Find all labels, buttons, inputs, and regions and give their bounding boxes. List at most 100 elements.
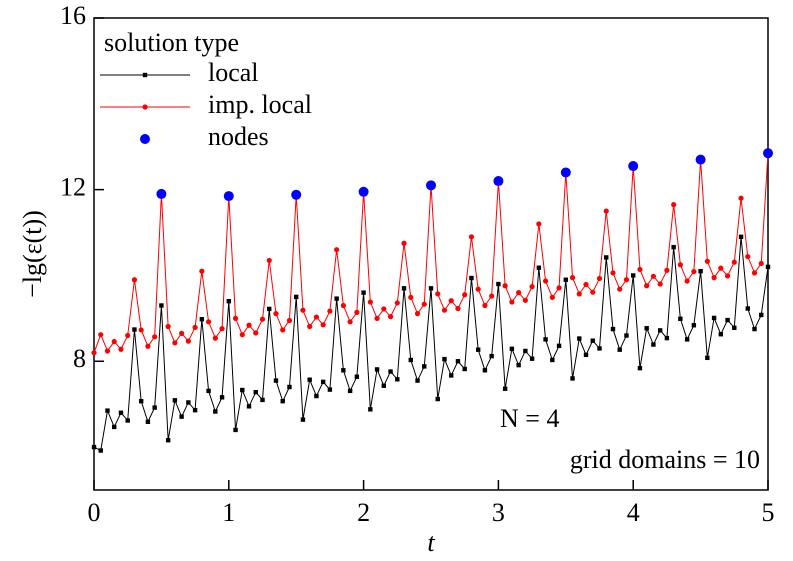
legend-title: solution type [104, 28, 239, 57]
node-point [560, 167, 571, 178]
marker [172, 340, 178, 346]
marker [651, 342, 656, 347]
marker [199, 317, 205, 322]
marker [516, 290, 522, 296]
marker [165, 323, 171, 330]
marker [152, 334, 158, 340]
marker [569, 275, 576, 281]
marker [199, 268, 205, 274]
marker [428, 286, 434, 291]
annotation: N = 4 [500, 404, 559, 433]
marker [759, 312, 764, 318]
marker [570, 376, 575, 381]
marker [596, 275, 603, 282]
marker [347, 388, 353, 394]
marker [394, 300, 400, 306]
marker [152, 405, 157, 410]
marker [267, 306, 272, 312]
marker [105, 408, 110, 413]
node-point [695, 154, 706, 165]
marker [192, 407, 198, 413]
marker [731, 259, 737, 265]
marker [765, 264, 771, 270]
marker [711, 315, 717, 321]
marker [179, 414, 184, 419]
y-tick-label: 12 [60, 173, 86, 202]
marker [631, 273, 636, 278]
marker [219, 326, 225, 332]
marker [273, 378, 279, 383]
marker [381, 383, 387, 388]
marker [704, 258, 710, 264]
marker [623, 277, 630, 283]
marker [287, 384, 292, 390]
marker [489, 293, 495, 299]
marker [550, 357, 555, 363]
marker [543, 337, 548, 342]
marker [307, 323, 313, 330]
node-point [223, 191, 234, 202]
marker [112, 424, 117, 430]
marker [98, 332, 104, 338]
marker [408, 357, 413, 363]
marker [388, 369, 393, 374]
marker [751, 270, 758, 276]
x-tick-label: 4 [627, 498, 640, 527]
marker [104, 348, 111, 354]
marker [414, 311, 421, 317]
marker [340, 302, 346, 309]
marker [259, 316, 266, 322]
node-point [358, 186, 369, 197]
legend-label: imp. local [208, 90, 312, 119]
marker [387, 314, 394, 320]
marker [556, 343, 562, 349]
marker [138, 398, 144, 404]
marker [496, 281, 501, 287]
marker [327, 387, 333, 392]
marker [205, 319, 212, 325]
marker [577, 336, 582, 341]
marker [644, 326, 649, 331]
marker [145, 343, 151, 349]
marker [455, 359, 461, 364]
marker [313, 314, 320, 320]
marker [286, 317, 293, 324]
marker [732, 325, 737, 331]
marker [125, 332, 131, 339]
marker [266, 257, 272, 264]
marker [300, 417, 306, 422]
marker [583, 352, 589, 358]
marker [422, 364, 427, 369]
x-tick-label: 0 [88, 498, 101, 527]
marker [280, 398, 285, 404]
marker [206, 388, 211, 394]
marker [320, 379, 326, 385]
marker [246, 404, 252, 409]
marker [462, 292, 468, 298]
marker [334, 247, 340, 253]
legend-marker [142, 104, 148, 110]
marker [637, 266, 643, 273]
marker [212, 335, 218, 341]
x-axis-label: t [427, 528, 435, 557]
marker [327, 308, 333, 314]
marker [610, 326, 616, 332]
marker [745, 253, 751, 260]
marker [617, 286, 623, 292]
marker [354, 374, 360, 379]
marker [462, 366, 467, 372]
marker [671, 244, 676, 250]
node-point [291, 189, 302, 200]
marker [758, 260, 764, 267]
marker [401, 240, 407, 246]
node-point [493, 176, 504, 187]
marker [253, 330, 259, 336]
marker [475, 347, 481, 352]
legend-marker [142, 72, 148, 78]
marker [246, 322, 252, 328]
marker [718, 265, 724, 271]
marker [374, 367, 380, 372]
marker [132, 327, 137, 332]
legend-label: local [208, 58, 259, 87]
